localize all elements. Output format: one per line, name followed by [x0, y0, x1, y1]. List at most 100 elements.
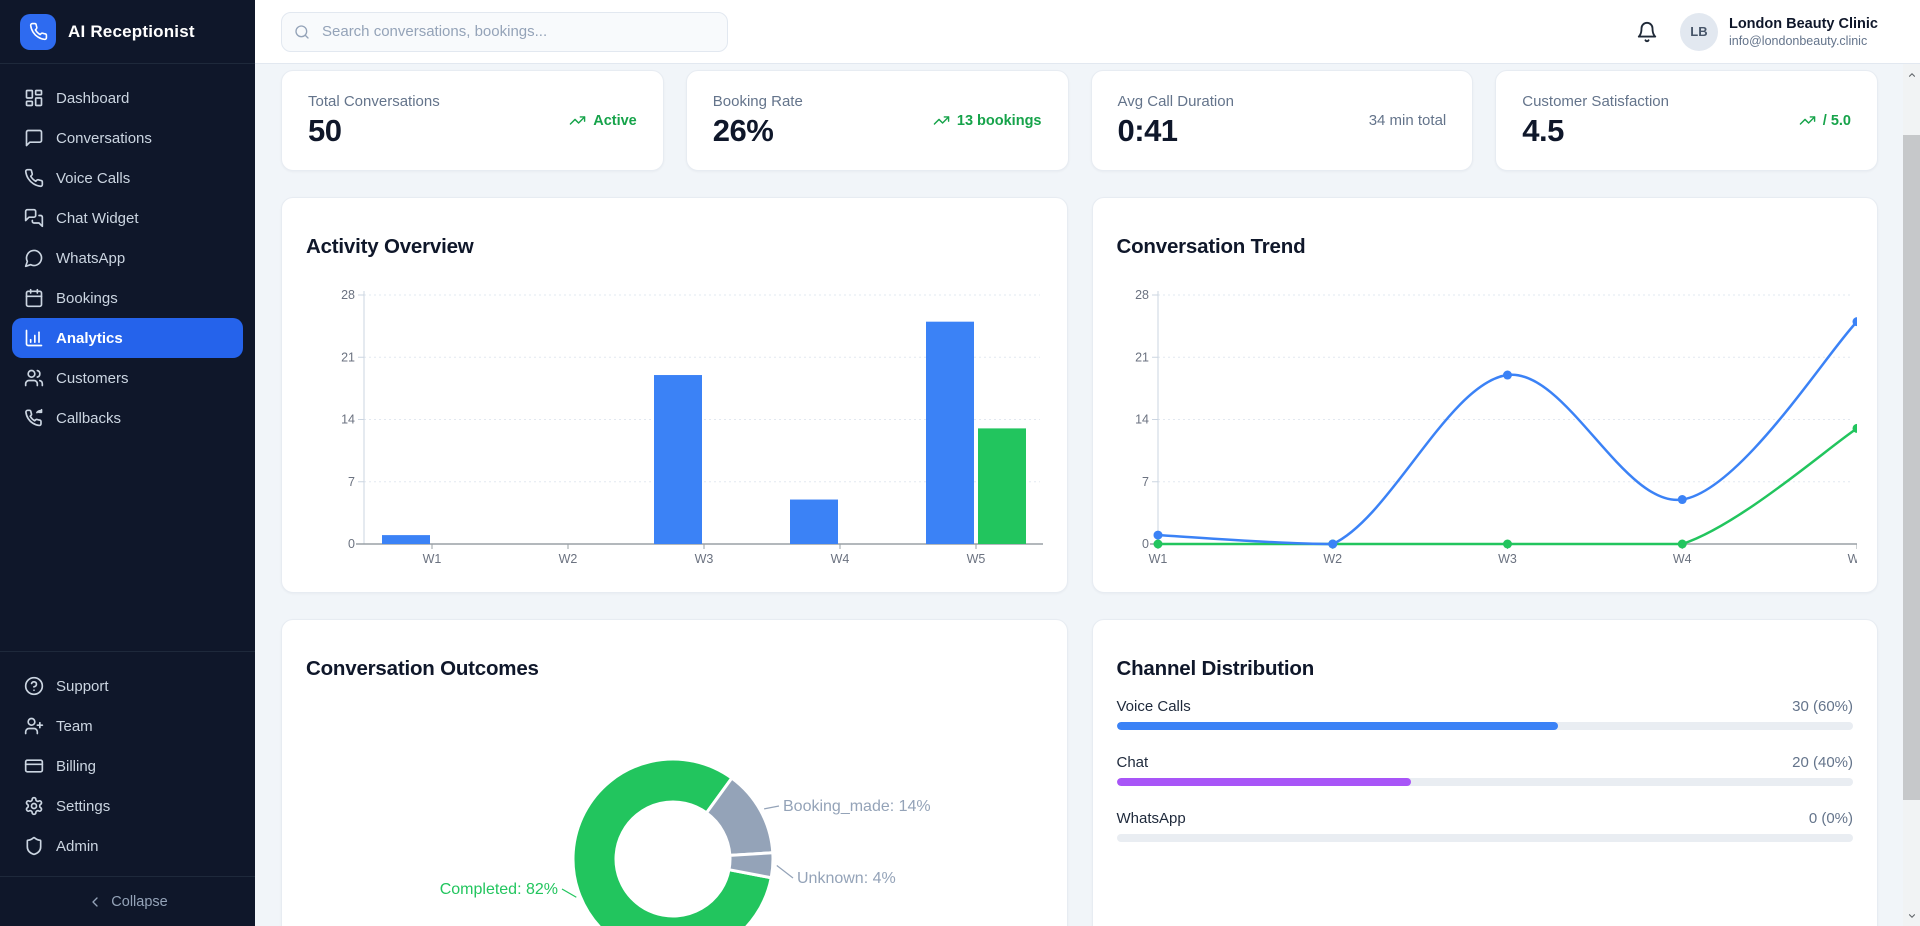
channel-label: Chat — [1116, 754, 1149, 771]
sidebar-item-label: Support — [56, 677, 109, 695]
conversation-trend-card: Conversation Trend 0 7 14 21 28 W1 W2 W3 W4 W5 — [1091, 197, 1878, 593]
stat-value: 4.5 — [1522, 112, 1564, 148]
sidebar-item-callbacks[interactable]: Callbacks — [12, 398, 243, 438]
channel-distribution-card: Channel Distribution Voice Calls 30 (60%)… — [1091, 619, 1878, 926]
sidebar-collapse-button[interactable]: Collapse — [0, 876, 255, 926]
topbar-right: LB London Beauty Clinic info@londonbeaut… — [1632, 12, 1878, 51]
conversation-trend-chart: 0 7 14 21 28 W1 W2 W3 W4 W5 — [1117, 277, 1857, 572]
svg-text:W2: W2 — [559, 552, 578, 566]
main-area: LB London Beauty Clinic info@londonbeaut… — [255, 0, 1920, 926]
svg-text:W5: W5 — [967, 552, 986, 566]
stat-card-total-conversations: Total Conversations 50 Active — [281, 70, 664, 171]
customers-icon — [24, 368, 44, 388]
svg-text:W3: W3 — [1498, 552, 1517, 566]
stat-badge-text: / 5.0 — [1822, 112, 1851, 129]
app-logo — [20, 13, 56, 50]
sidebar-item-label: Callbacks — [56, 409, 122, 427]
svg-text:28: 28 — [341, 288, 355, 302]
callbacks-icon — [24, 408, 44, 428]
stat-label: Customer Satisfaction — [1522, 92, 1669, 110]
stat-badge: Active — [569, 112, 637, 129]
svg-text:14: 14 — [341, 413, 355, 427]
stat-badge: 34 min total — [1369, 112, 1447, 129]
sidebar-item-conversations[interactable]: Conversations — [12, 118, 243, 158]
notifications-button[interactable] — [1632, 17, 1662, 47]
stat-value: 50 — [308, 112, 342, 148]
sidebar-item-billing[interactable]: Billing — [12, 746, 243, 786]
scroll-down-arrow-icon[interactable] — [1903, 907, 1920, 924]
stat-card-avg-call-duration: Avg Call Duration 0:41 34 min total — [1090, 70, 1474, 171]
sidebar-item-label: Chat Widget — [56, 209, 139, 227]
sidebar-header: AI Receptionist — [0, 0, 255, 64]
stats-row: Total Conversations 50 Active Booking Rate 2… — [281, 70, 1878, 171]
conversation-outcomes-title: Conversation Outcomes — [306, 657, 539, 680]
svg-text:W2: W2 — [1323, 552, 1342, 566]
stat-label: Booking Rate — [712, 92, 803, 110]
stat-card-customer-satisfaction: Customer Satisfaction 4.5 / 5.0 — [1495, 70, 1878, 171]
sidebar-item-dashboard[interactable]: Dashboard — [12, 78, 243, 118]
sidebar-item-customers[interactable]: Customers — [12, 358, 243, 398]
sidebar-item-analytics[interactable]: Analytics — [12, 318, 243, 358]
chevron-up-icon — [1907, 70, 1917, 80]
vertical-scrollbar[interactable] — [1903, 64, 1920, 926]
channel-distribution-rows: Voice Calls 30 (60%) Chat 20 (40%) WhatsApp 0… — [1116, 698, 1853, 842]
stat-badge: / 5.0 — [1799, 112, 1851, 129]
svg-text:0: 0 — [348, 537, 355, 551]
conversation-outcomes-card: Conversation Outcomes Completed: 82% Book… — [281, 619, 1068, 926]
svg-text:W5: W5 — [1847, 552, 1856, 566]
team-icon — [24, 716, 44, 736]
channel-value: 30 (60%) — [1792, 698, 1853, 715]
sidebar: AI Receptionist Dashboard Conversations Vo… — [0, 0, 255, 926]
sidebar-item-label: Customers — [56, 369, 129, 387]
sidebar-spacer — [0, 446, 255, 651]
svg-text:W3: W3 — [695, 552, 714, 566]
sidebar-item-whatsapp[interactable]: WhatsApp — [12, 238, 243, 278]
scrollbar-thumb[interactable] — [1903, 135, 1920, 800]
channel-progress-track — [1116, 834, 1853, 842]
stat-card-booking-rate: Booking Rate 26% 13 bookings — [685, 70, 1069, 171]
channel-row-voice-calls: Voice Calls 30 (60%) — [1116, 698, 1853, 730]
phone-icon — [29, 22, 48, 41]
dashboard-icon — [24, 88, 44, 108]
sidebar-nav-main: Dashboard Conversations Voice Calls Chat Wi… — [0, 64, 255, 446]
sidebar-item-settings[interactable]: Settings — [12, 786, 243, 826]
sidebar-item-chat-widget[interactable]: Chat Widget — [12, 198, 243, 238]
search-input[interactable] — [281, 11, 728, 52]
sidebar-item-admin[interactable]: Admin — [12, 826, 243, 866]
svg-text:21: 21 — [1135, 350, 1149, 364]
svg-text:21: 21 — [341, 350, 355, 364]
stat-label: Avg Call Duration — [1117, 92, 1234, 110]
svg-text:W1: W1 — [1148, 552, 1167, 566]
channel-value: 20 (40%) — [1792, 754, 1853, 771]
channel-row-chat: Chat 20 (40%) — [1116, 754, 1853, 786]
chat-widget-icon — [24, 208, 44, 228]
donut-label-unknown: Unknown: 4% — [797, 870, 896, 887]
sidebar-item-label: Billing — [56, 757, 97, 775]
svg-text:0: 0 — [1142, 537, 1149, 551]
sidebar-item-label: Voice Calls — [56, 169, 131, 187]
sidebar-item-label: Admin — [56, 837, 99, 855]
stat-badge-text: 34 min total — [1368, 112, 1447, 129]
account-menu[interactable]: LB London Beauty Clinic info@londonbeaut… — [1679, 12, 1878, 51]
sidebar-item-bookings[interactable]: Bookings — [12, 278, 243, 318]
stat-label: Total Conversations — [308, 92, 440, 110]
svg-text:14: 14 — [1135, 413, 1149, 427]
whatsapp-icon — [24, 248, 44, 268]
sidebar-item-voice-calls[interactable]: Voice Calls — [12, 158, 243, 198]
channel-label: WhatsApp — [1116, 810, 1186, 827]
sidebar-item-support[interactable]: Support — [12, 666, 243, 706]
app-title: AI Receptionist — [68, 21, 195, 41]
channel-progress-track — [1116, 722, 1853, 730]
scroll-up-arrow-icon[interactable] — [1903, 66, 1920, 83]
activity-overview-chart: 0 7 14 21 28 W1 W2 W3 W4 W5 — [306, 277, 1043, 572]
svg-text:28: 28 — [1135, 288, 1149, 302]
sidebar-item-label: Settings — [56, 797, 111, 815]
topbar: LB London Beauty Clinic info@londonbeaut… — [255, 0, 1920, 64]
settings-icon — [24, 796, 44, 816]
voice-calls-icon — [24, 168, 44, 188]
conversations-icon — [24, 128, 44, 148]
svg-text:W1: W1 — [423, 552, 442, 566]
svg-text:7: 7 — [348, 475, 355, 489]
sidebar-item-team[interactable]: Team — [12, 706, 243, 746]
stat-value: 26% — [712, 112, 774, 148]
